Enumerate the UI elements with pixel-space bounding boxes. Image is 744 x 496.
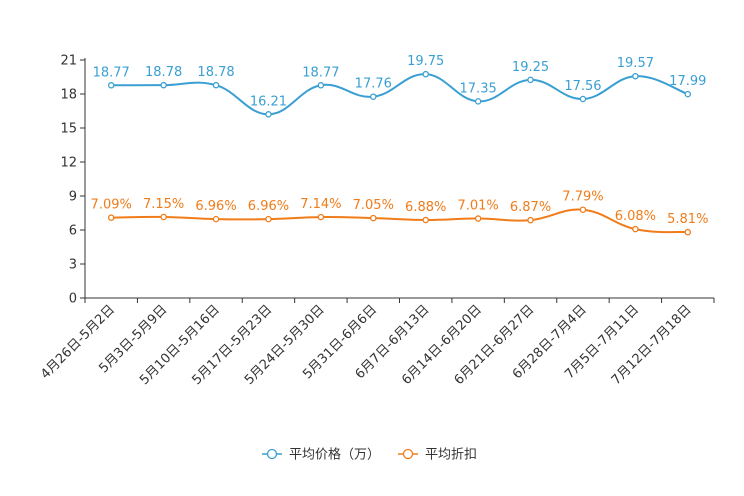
data-point xyxy=(684,228,692,236)
series-layer xyxy=(107,70,692,236)
data-label: 7.79% xyxy=(562,190,603,205)
data-label: 19.75 xyxy=(407,54,444,69)
data-point xyxy=(579,95,587,103)
data-label: 6.08% xyxy=(615,209,656,224)
data-point xyxy=(317,82,325,89)
data-label: 7.05% xyxy=(353,198,394,213)
data-point xyxy=(632,72,639,80)
data-label: 17.99 xyxy=(669,74,706,89)
data-label: 6.87% xyxy=(510,200,551,215)
data-point xyxy=(370,93,377,100)
data-point xyxy=(265,215,272,223)
data-point xyxy=(684,90,692,98)
data-label: 17.56 xyxy=(564,79,601,94)
data-label: 17.35 xyxy=(460,81,497,96)
data-label: 18.78 xyxy=(145,65,182,80)
data-point xyxy=(212,81,220,89)
y-tick-label: 21 xyxy=(60,54,77,69)
data-point xyxy=(632,225,639,233)
data-label: 19.25 xyxy=(512,60,549,75)
data-point xyxy=(579,206,587,213)
data-label: 18.77 xyxy=(93,65,130,80)
data-label: 6.96% xyxy=(195,199,236,214)
data-label: 6.88% xyxy=(405,200,446,215)
legend-label-2: 平均折扣 xyxy=(425,448,477,463)
data-label: 7.09% xyxy=(91,198,132,213)
y-tick-label: 0 xyxy=(69,292,77,307)
data-point xyxy=(212,215,220,223)
data-label: 7.15% xyxy=(143,197,184,212)
data-label: 6.96% xyxy=(248,199,289,214)
data-point xyxy=(317,213,325,221)
y-tick-label: 15 xyxy=(60,122,77,137)
y-tick-label: 6 xyxy=(69,224,77,239)
data-point xyxy=(265,111,272,118)
y-tick-label: 12 xyxy=(60,156,77,171)
data-label: 16.21 xyxy=(250,94,287,109)
y-tick-label: 9 xyxy=(69,190,77,205)
data-labels-layer: 18.77 18.78 18.78 16.21 18.77 17.76 19.75 17.35… xyxy=(91,54,709,227)
data-label: 5.81% xyxy=(667,212,708,227)
data-point xyxy=(474,215,482,222)
data-label: 18.78 xyxy=(197,65,234,80)
legend-label-1: 平均价格（万） xyxy=(289,447,380,463)
data-point xyxy=(160,81,167,89)
legend-marker-icon xyxy=(402,448,414,460)
data-label: 19.57 xyxy=(617,56,654,71)
data-label: 7.14% xyxy=(300,197,341,212)
data-point xyxy=(160,213,167,221)
series-line-2 xyxy=(111,208,688,234)
data-point xyxy=(370,214,377,222)
data-point xyxy=(527,216,534,224)
data-label: 17.76 xyxy=(355,77,392,92)
legend: 平均价格（万） 平均折扣 xyxy=(262,447,477,463)
legend-marker-icon xyxy=(266,448,278,460)
data-point xyxy=(422,70,429,78)
data-point xyxy=(474,98,482,105)
y-tick-label: 3 xyxy=(69,258,77,273)
data-label: 7.01% xyxy=(457,199,498,214)
data-point xyxy=(422,216,429,224)
data-label: 18.77 xyxy=(302,65,339,80)
data-point xyxy=(527,76,534,84)
y-tick-label: 18 xyxy=(60,88,77,103)
data-point xyxy=(107,214,115,221)
data-point xyxy=(107,82,115,89)
